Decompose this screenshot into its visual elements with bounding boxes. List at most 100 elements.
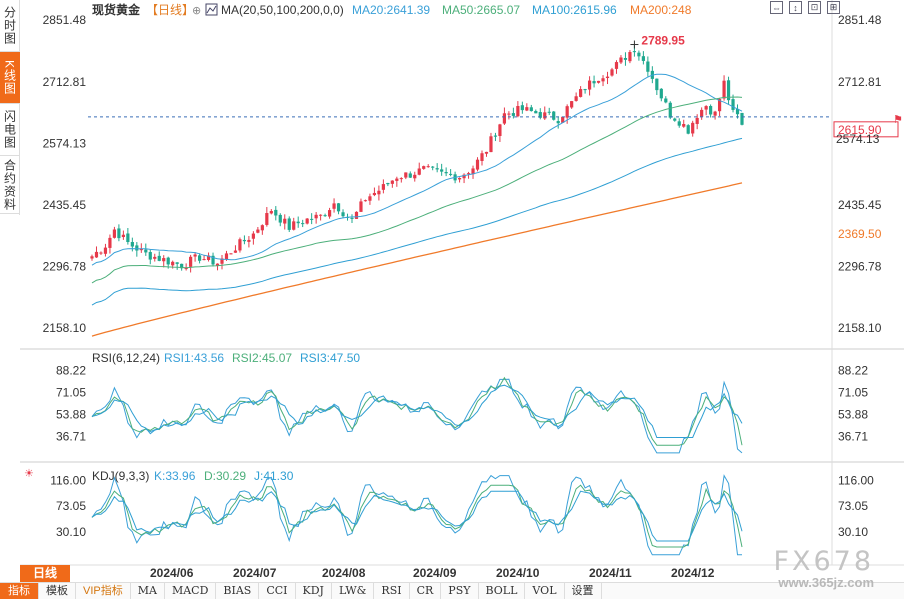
candle-body xyxy=(112,229,117,238)
x-tick-label: 2024/07 xyxy=(233,566,277,580)
candle-body xyxy=(605,76,610,79)
price-tick-left: 2574.13 xyxy=(43,136,87,150)
toolbar-btn-kdj[interactable]: KDJ xyxy=(296,583,332,599)
candle-body xyxy=(462,174,466,179)
kdj-tick-right: 30.10 xyxy=(838,525,868,539)
tab-kline-chart[interactable]: K线图 xyxy=(0,52,20,104)
candle-body xyxy=(229,253,233,255)
candle-body xyxy=(471,168,475,175)
candle-body xyxy=(354,211,359,219)
candle-body xyxy=(722,80,726,99)
candle-body xyxy=(628,52,632,62)
toolbar-btn-设置[interactable]: 设置 xyxy=(565,583,602,599)
candle-body xyxy=(641,56,645,61)
price-tick-right: 2158.10 xyxy=(838,321,882,335)
candle-body xyxy=(341,212,345,217)
candle-body xyxy=(269,211,273,214)
ma50-value: MA50:2665.07 xyxy=(442,3,520,17)
candle-body xyxy=(327,210,332,217)
candle-body xyxy=(570,101,574,108)
fullscreen-icon[interactable]: ⊡ xyxy=(808,1,821,14)
candle-body xyxy=(592,81,596,84)
candle-body xyxy=(717,99,722,112)
candle-body xyxy=(399,178,403,180)
toolbar-btn-指标[interactable]: 指标 xyxy=(0,583,39,599)
candle-body xyxy=(726,80,731,101)
candle-body xyxy=(440,169,444,172)
toolbar-btn-boll[interactable]: BOLL xyxy=(479,583,526,599)
toolbar-btn-bias[interactable]: BIAS xyxy=(216,583,260,599)
tab-contract-info[interactable]: 合约资料 xyxy=(0,156,20,214)
rsi-tick-left: 53.88 xyxy=(56,408,86,422)
candle-body xyxy=(372,192,377,196)
period-label[interactable]: 日线 xyxy=(20,565,70,582)
kdj-tick-left: 30.10 xyxy=(56,525,86,539)
candle-body xyxy=(484,151,489,154)
candle-body xyxy=(130,242,134,247)
candle-body xyxy=(619,57,623,63)
rsi-tick-right: 88.22 xyxy=(838,364,868,378)
ma200-line xyxy=(91,182,743,337)
price-tick-right-partial: 2574.13 xyxy=(836,132,880,146)
candle-body xyxy=(655,78,659,91)
candle-body xyxy=(695,117,699,124)
price-tick-left: 2712.81 xyxy=(43,75,87,89)
tab-time-chart[interactable]: 分时图 xyxy=(0,0,20,52)
toolbar-btn-rsi[interactable]: RSI xyxy=(374,583,410,599)
candle-body xyxy=(466,173,471,175)
candle-body xyxy=(556,121,560,124)
candle-body xyxy=(709,105,713,115)
price-tick-right: 2851.48 xyxy=(838,13,882,27)
zoom-icon[interactable]: ↕ xyxy=(789,1,802,14)
candle-body xyxy=(538,112,542,118)
candle-body xyxy=(117,228,121,239)
candle-body xyxy=(498,124,502,136)
candle-body xyxy=(565,106,569,118)
toolbar-btn-macd[interactable]: MACD xyxy=(165,583,217,599)
ma-toggle-icon xyxy=(205,3,218,16)
candle-body xyxy=(547,111,551,113)
candle-body xyxy=(238,239,242,251)
candle-body xyxy=(480,153,484,161)
candle-body xyxy=(336,203,341,212)
x-tick-label: 2024/08 xyxy=(322,566,366,580)
toolbar-btn-vip指标[interactable]: VIP指标 xyxy=(76,583,131,599)
kdj-j-value: J:41.30 xyxy=(254,469,294,483)
candle-body xyxy=(390,180,394,184)
x-tick-label: 2024/11 xyxy=(589,566,632,580)
candle-body xyxy=(596,80,601,83)
grid-icon[interactable]: ⊞ xyxy=(827,1,840,14)
candle-body xyxy=(274,209,278,216)
toolbar-btn-vol[interactable]: VOL xyxy=(525,583,565,599)
tab-flash-chart[interactable]: 闪电图 xyxy=(0,104,20,156)
candle-body xyxy=(475,159,480,170)
ma200-value: MA200:248 xyxy=(630,3,692,17)
chart-canvas[interactable]: 2851.48 2851.48 2712.81 2712.81 2574.13 2435.… xyxy=(0,0,904,582)
toolbar-btn-cr[interactable]: CR xyxy=(410,583,442,599)
toolbar-btn-cci[interactable]: CCI xyxy=(259,583,296,599)
candle-body xyxy=(740,112,744,125)
toolbar-btn-psy[interactable]: PSY xyxy=(441,583,479,599)
rsi-label: RSI(6,12,24) xyxy=(92,351,160,365)
kdj-j-line xyxy=(91,474,742,556)
toolbar-btn-模板[interactable]: 模板 xyxy=(39,583,76,599)
candle-body xyxy=(184,267,188,270)
candle-body xyxy=(587,80,592,90)
candle-body xyxy=(99,252,103,254)
toolbar-btn-ma[interactable]: MA xyxy=(131,583,165,599)
candle-body xyxy=(659,88,663,99)
candle-body xyxy=(431,166,435,168)
candle-body xyxy=(180,263,184,269)
fit-icon[interactable]: ⇔ xyxy=(770,1,783,14)
candle-body xyxy=(242,239,247,242)
candle-body xyxy=(632,51,637,53)
x-tick-label: 2024/12 xyxy=(671,566,715,580)
candle-body xyxy=(691,122,695,134)
price-tick-left: 2158.10 xyxy=(43,321,87,335)
candle-body xyxy=(126,233,130,243)
ma-toggle-icon-line xyxy=(206,5,217,14)
chart-title: 现货黄金 xyxy=(92,2,141,17)
candle-body xyxy=(265,213,269,225)
toolbar-btn-lw[interactable]: LW& xyxy=(332,583,375,599)
candle-body xyxy=(574,96,578,101)
